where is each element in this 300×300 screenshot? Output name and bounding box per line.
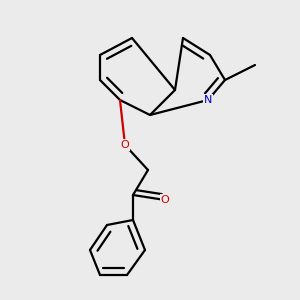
Text: O: O <box>160 195 169 205</box>
Text: N: N <box>204 95 212 105</box>
Text: O: O <box>121 140 129 150</box>
